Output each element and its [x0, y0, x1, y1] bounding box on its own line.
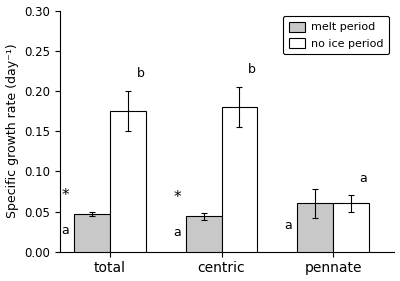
- Text: a: a: [285, 219, 292, 232]
- Text: *: *: [173, 190, 181, 205]
- Bar: [298, 203, 333, 252]
- Bar: [333, 203, 369, 252]
- Bar: [74, 214, 110, 252]
- Text: *: *: [62, 189, 69, 203]
- Y-axis label: Specific growth rate (day⁻¹): Specific growth rate (day⁻¹): [6, 44, 18, 218]
- Text: a: a: [360, 172, 367, 185]
- Bar: [186, 216, 222, 252]
- Text: b: b: [136, 67, 144, 80]
- Legend: melt period, no ice period: melt period, no ice period: [283, 16, 389, 54]
- Bar: [110, 111, 146, 252]
- Text: a: a: [173, 226, 181, 239]
- Text: b: b: [248, 64, 256, 76]
- Text: a: a: [62, 225, 69, 237]
- Bar: [222, 107, 257, 252]
